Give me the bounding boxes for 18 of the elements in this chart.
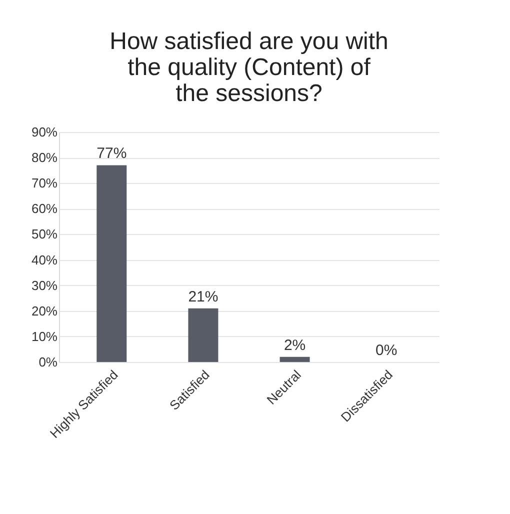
data-label: 77% xyxy=(96,145,127,162)
y-tick-label: 60% xyxy=(31,201,58,216)
data-label: 0% xyxy=(376,342,398,359)
y-tick-label: 80% xyxy=(31,150,58,166)
y-tick-label: 0% xyxy=(38,354,58,370)
y-tick-label: 70% xyxy=(31,176,58,191)
chart-title: How satisfied are you with the quality (Content) of the sessions? xyxy=(110,28,388,107)
bar xyxy=(96,165,127,362)
y-tick-label: 10% xyxy=(31,328,58,344)
data-label: 21% xyxy=(188,288,218,306)
y-tick-label: 50% xyxy=(31,226,58,242)
y-tick-label: 30% xyxy=(31,278,58,293)
bar xyxy=(280,356,310,362)
y-tick-label: 20% xyxy=(31,303,58,318)
bar xyxy=(188,308,218,362)
y-tick-label: 40% xyxy=(31,252,58,268)
data-label: 2% xyxy=(284,336,306,354)
y-tick-label: 90% xyxy=(31,124,58,140)
